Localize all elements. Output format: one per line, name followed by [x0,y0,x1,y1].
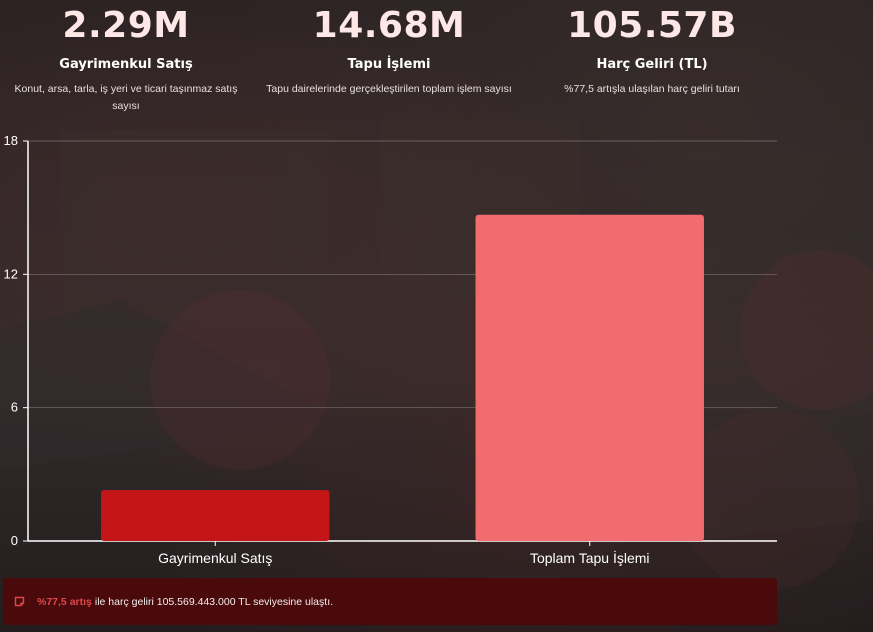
stat-value: 105.57B [567,5,737,46]
y-tick-label: 18 [4,133,18,148]
info-banner: %77,5 artış ile harç geliri 105.569.443.… [3,578,777,625]
y-tick-label: 0 [11,533,18,548]
stat-tapu-islemi: 14.68M Tapu İşlemi Tapu dairelerinde ger… [262,0,516,98]
stat-title: Tapu İşlemi [347,57,431,72]
stat-value: 14.68M [312,5,466,46]
stat-description: Tapu dairelerinde gerçekleştirilen topla… [266,83,512,95]
banner-text: ile harç geliri 105.569.443.000 TL seviy… [94,595,334,608]
stat-gayrimenkul-satis: 2.29M Gayrimenkul Satış Konut, arsa, tar… [0,0,252,115]
stat-title: Harç Geliri (TL) [596,57,708,72]
stat-title: Gayrimenkul Satış [59,57,193,72]
stat-description: Konut, arsa, tarla, iş yeri ve ticari ta… [14,83,238,112]
y-tick-label: 12 [4,266,18,281]
bar-toplam-tapu-islemi [475,214,704,541]
bar-chart: 0 6 12 18 Gayrimenkul Satış Toplam Tapu İşlem… [4,133,777,566]
stat-harc-geliri: 105.57B Harç Geliri (TL) %77,5 artışla u… [527,0,777,98]
stat-value: 2.29M [62,5,190,46]
stat-description: %77,5 artışla ulaşılan harç geliri tutar… [564,83,740,95]
banner-highlight: %77,5 artış [37,595,92,608]
bar-gayrimenkul-satis [101,490,330,541]
x-tick-label: Gayrimenkul Satış [158,550,272,566]
x-tick-label: Toplam Tapu İşlemi [530,549,650,566]
y-tick-label: 6 [11,400,18,415]
comment-icon [14,596,25,607]
